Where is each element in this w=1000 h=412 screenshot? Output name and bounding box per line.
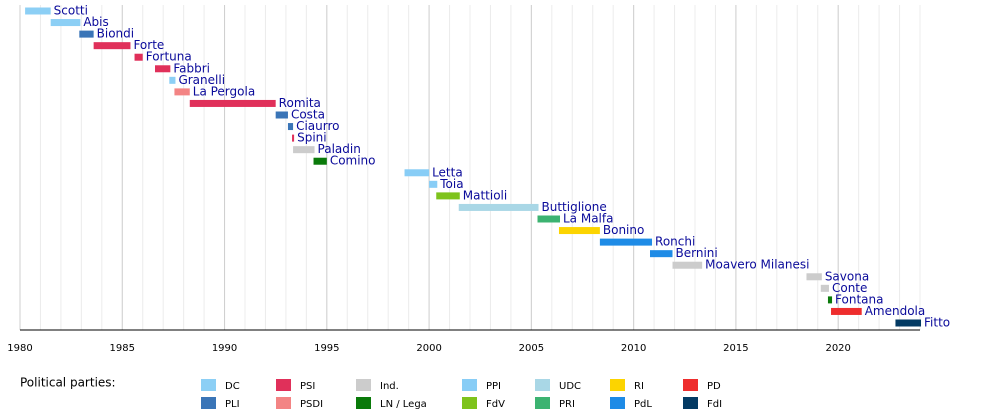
- bar: [895, 319, 922, 327]
- legend-label: RI: [634, 381, 644, 392]
- bar-label: Mattioli: [463, 188, 507, 202]
- bar-label: Letta: [432, 165, 463, 179]
- bar: [93, 42, 131, 50]
- bar: [313, 157, 327, 165]
- bar: [287, 123, 294, 131]
- bar: [537, 215, 560, 223]
- bar: [599, 238, 653, 246]
- bar-label: Savona: [825, 269, 869, 283]
- x-tick-label: 1985: [110, 343, 135, 354]
- legend-label: LN / Lega: [380, 399, 427, 410]
- legend-label: PPI: [486, 381, 501, 392]
- bar: [436, 192, 460, 200]
- bar: [275, 111, 288, 119]
- bar-label: Scotti: [54, 4, 88, 18]
- bar-label: Granelli: [178, 73, 225, 87]
- legend-swatch: [276, 397, 291, 409]
- legend-label: FdV: [486, 399, 505, 410]
- legend-swatch: [535, 397, 550, 409]
- bar: [79, 30, 94, 38]
- legend-swatch: [201, 397, 216, 409]
- legend-label: FdI: [707, 399, 722, 410]
- legend-label: Ind.: [380, 381, 399, 392]
- x-tick-label: 1980: [7, 343, 32, 354]
- legend-swatch: [535, 379, 550, 391]
- x-tick-label: 2010: [621, 343, 646, 354]
- x-tick-label: 2000: [416, 343, 441, 354]
- bar: [672, 261, 703, 269]
- bar-label: Forte: [133, 38, 164, 52]
- bar-label: Fontana: [835, 292, 883, 306]
- bar: [806, 273, 822, 281]
- legend-label: PRI: [559, 399, 575, 410]
- bar-label: Fortuna: [146, 50, 192, 64]
- x-tick-label: 2020: [825, 343, 850, 354]
- bar: [155, 65, 171, 73]
- bar-label: Amendola: [865, 304, 926, 318]
- bar: [820, 284, 829, 292]
- bar-label: Fitto: [924, 316, 950, 330]
- legend-swatch: [276, 379, 291, 391]
- bar-label: Paladin: [318, 142, 361, 156]
- bar: [429, 180, 438, 188]
- legend-label: DC: [225, 381, 240, 392]
- bar-label: Abis: [83, 15, 108, 29]
- bar: [831, 307, 862, 315]
- bar-label: Moavero Milanesi: [705, 258, 809, 272]
- legend-title: Political parties:: [20, 376, 116, 390]
- legend-label: PD: [707, 381, 721, 392]
- bar: [25, 7, 51, 15]
- legend-swatch: [462, 397, 477, 409]
- bar: [50, 19, 81, 27]
- legend-label: PdL: [634, 399, 652, 410]
- bar: [293, 146, 315, 154]
- bar-label: Costa: [291, 108, 325, 122]
- legend-swatch: [683, 379, 698, 391]
- bar-label: Spini: [297, 131, 327, 145]
- x-tick-label: 2005: [519, 343, 544, 354]
- legend-swatch: [356, 379, 371, 391]
- bar-label: Buttiglione: [542, 200, 607, 214]
- bar-label: Bonino: [603, 223, 644, 237]
- bar-label: Biondi: [97, 27, 134, 41]
- bar: [558, 227, 600, 235]
- bar-label: La Pergola: [193, 84, 255, 98]
- bar-label: Fabbri: [173, 61, 210, 75]
- bar-label: Bernini: [676, 246, 718, 260]
- bar: [458, 203, 539, 211]
- bar-label: Toia: [439, 177, 463, 191]
- x-tick-label: 1995: [314, 343, 339, 354]
- bar: [169, 76, 176, 84]
- legend-swatch: [683, 397, 698, 409]
- bar: [189, 99, 276, 107]
- legend-label: PSI: [300, 381, 315, 392]
- legend-swatch: [610, 397, 625, 409]
- bar-label: Ciaurro: [296, 119, 339, 133]
- x-tick-label: 1990: [212, 343, 237, 354]
- legend-label: PSDI: [300, 399, 323, 410]
- legend-swatch: [462, 379, 477, 391]
- bar-label: Ronchi: [655, 235, 695, 249]
- bar-label: Comino: [330, 154, 376, 168]
- legend-label: PLI: [225, 399, 240, 410]
- bar: [827, 296, 833, 304]
- bar: [134, 53, 143, 61]
- bar-label: Romita: [279, 96, 321, 110]
- legend-swatch: [610, 379, 625, 391]
- bar: [650, 250, 673, 258]
- bar: [174, 88, 190, 96]
- bar-label: La Malfa: [563, 212, 613, 226]
- legend-swatch: [356, 397, 371, 409]
- x-tick-label: 2015: [723, 343, 748, 354]
- bar-label: Conte: [832, 281, 867, 295]
- legend-swatch: [201, 379, 216, 391]
- bar: [404, 169, 430, 177]
- bar: [292, 134, 295, 142]
- legend-label: UDC: [559, 381, 581, 392]
